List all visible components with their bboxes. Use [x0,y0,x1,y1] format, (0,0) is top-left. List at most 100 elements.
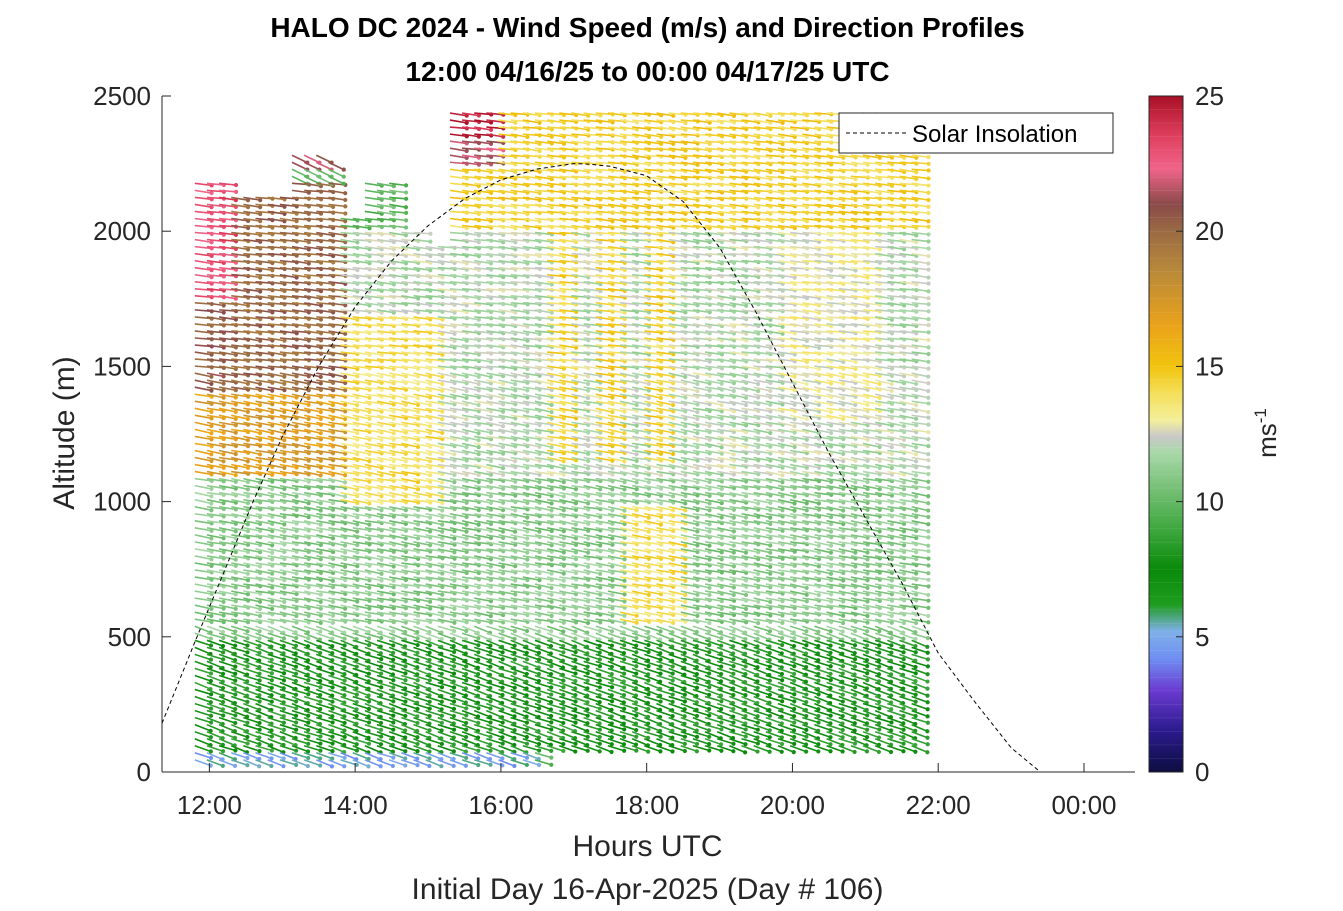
wind-arrow-head [488,664,493,669]
wind-arrow-head [245,303,251,308]
wind-arrow-shaft [206,555,224,560]
wind-arrow-head [281,636,287,641]
wind-arrow-head [391,494,396,499]
wind-arrow-shaft [231,358,249,362]
wind-arrow-head [318,374,323,379]
wind-arrow-head [233,720,238,726]
wind-arrow-shaft [231,295,249,299]
wind-arrow-shaft [231,562,249,567]
wind-arrow-head [330,734,335,739]
wind-arrow-head [282,578,287,583]
wind-arrow-shaft [243,562,261,568]
wind-arrow-head [233,451,238,457]
wind-arrow-head [318,473,323,478]
wind-arrow-head [221,459,226,464]
wind-arrow-shaft [218,590,236,596]
wind-arrow-shaft [194,463,212,469]
wind-arrow-shaft [231,512,249,519]
wind-arrow-head [258,219,263,224]
wind-arrow-shaft [206,625,224,633]
wind-arrow-shaft [243,583,261,588]
wind-arrow-head [403,183,409,188]
wind-arrow-shaft [218,583,236,589]
wind-arrow-head [343,197,348,203]
wind-arrow-head [209,388,214,393]
wind-arrow-shaft [194,484,212,490]
wind-arrow-shaft [243,302,261,306]
wind-arrow-shaft [231,259,249,263]
wind-arrow-head [257,742,262,747]
wind-arrow-head [476,636,481,641]
wind-arrow-head [464,514,469,520]
wind-arrow-head [440,494,445,499]
wind-arrow-shaft [267,562,285,567]
wind-arrow-head [257,714,262,719]
wind-arrow-shaft [206,569,224,574]
wind-arrow-head [245,734,250,740]
wind-arrow-shaft [206,695,224,703]
wind-arrow-head [342,543,348,548]
wind-arrow-head [270,514,275,519]
wind-arrow-head [342,636,347,641]
wind-arrow-head [342,764,347,769]
wind-arrow-head [525,515,530,520]
wind-arrow-head [208,755,214,761]
wind-arrow-head [245,679,250,684]
wind-arrow-shaft [231,520,249,526]
wind-arrow-head [221,613,226,618]
wind-arrow-shaft [255,449,273,454]
wind-arrow-head [220,685,226,691]
wind-arrow-shaft [206,287,224,292]
wind-arrow-shaft [194,189,212,194]
wind-arrow-shaft [255,555,273,561]
wind-arrow-head [488,650,493,655]
wind-arrow-head [403,396,408,401]
wind-arrow-shaft [194,393,212,398]
wind-arrow-head [257,693,262,698]
wind-arrow-head [463,734,469,740]
wind-arrow-head [464,664,469,669]
wind-arrow-head [355,543,360,548]
wind-arrow-head [245,507,251,513]
wind-arrow-head [354,699,359,705]
wind-arrow-head [513,381,518,387]
wind-arrow-shaft [206,737,224,746]
wind-arrow-head [464,423,469,428]
wind-arrow-head [367,395,372,400]
wind-arrow-shaft [231,224,249,229]
wind-arrow-shaft [231,646,248,654]
wind-arrow-head [342,494,348,499]
wind-arrow-head [282,542,287,547]
wind-arrow-shaft [267,702,285,710]
wind-arrow-shaft [218,709,236,717]
wind-arrow-shaft [231,231,249,236]
wind-arrow-shaft [194,456,212,462]
wind-arrow-head [500,543,506,548]
wind-arrow-head [476,381,481,387]
wind-arrow-head [561,678,566,683]
wind-arrow-head [561,508,566,513]
wind-arrow-head [342,755,347,761]
wind-arrow-head [415,735,420,740]
wind-arrow-shaft [206,688,224,697]
wind-arrow-head [233,388,238,393]
wind-arrow-head [354,713,359,719]
wind-arrow-shaft [206,435,224,440]
wind-arrow-head [233,536,238,541]
wind-arrow-head [367,381,372,386]
wind-arrow-head [439,664,444,669]
wind-arrow-head [294,578,299,583]
wind-arrow-head [549,585,554,591]
wind-arrow-head [403,205,409,210]
wind-arrow-head [270,571,275,576]
wind-arrow-head [269,637,274,642]
wind-arrow-head [330,500,336,506]
wind-arrow-shaft [231,309,249,312]
wind-arrow-head [403,763,408,768]
wind-arrow-shaft [194,428,212,435]
wind-arrow-head [282,536,287,541]
wind-arrow-head [318,599,323,604]
wind-arrow-head [270,521,275,527]
wind-arrow-head [318,685,323,690]
wind-arrow-head [245,479,251,485]
